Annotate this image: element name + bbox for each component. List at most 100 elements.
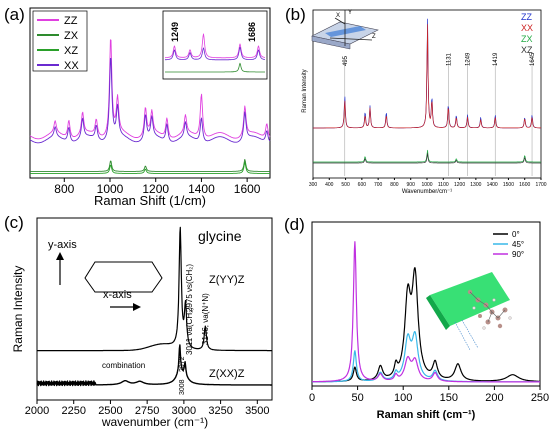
panel-c-ylabel: Raman Intensity bbox=[11, 266, 25, 353]
x-tick-label: 3500 bbox=[245, 405, 269, 417]
x-tick-label: 250 bbox=[531, 392, 549, 404]
panel-c-combination: combination bbox=[102, 361, 145, 370]
panel-a-x-ticks: 800 1000 1200 1400 1600 bbox=[54, 178, 261, 196]
panel-c-peak-2975: 2975 νs(CH₂) bbox=[185, 264, 194, 312]
panel-c-trace-bottom: Z(XX)Z bbox=[209, 368, 245, 380]
series-zz-line bbox=[29, 39, 271, 140]
series-0deg-line bbox=[311, 267, 541, 383]
panel-c-title: glycine bbox=[198, 228, 242, 244]
x-tick-label: 400 bbox=[325, 182, 334, 188]
x-tick-label: 3000 bbox=[172, 405, 196, 417]
x-tick-label: 2500 bbox=[98, 405, 122, 417]
panel-d-x-ticks: 0 50 100 150 200 250 bbox=[309, 386, 549, 404]
panel-c-y-axis-label: y-axis bbox=[48, 239, 77, 251]
panel-a-xlabel: Raman Shift (1/cm) bbox=[94, 193, 206, 208]
legend-label-zz: ZZ bbox=[64, 15, 78, 27]
x-tick-label: 100 bbox=[394, 392, 412, 404]
panel-c-x-axis-label: x-axis bbox=[103, 289, 132, 301]
panel-c-frame bbox=[36, 217, 273, 401]
panel-c-y-arrowhead bbox=[56, 252, 64, 260]
x-tick-label: 900 bbox=[407, 182, 416, 188]
panel-d-label: (d) bbox=[284, 215, 305, 234]
panel-d-plot-area bbox=[311, 241, 541, 383]
x-tick-label: 500 bbox=[341, 182, 350, 188]
series-zx-line bbox=[30, 158, 270, 172]
series-xx-line bbox=[313, 24, 541, 129]
x-tick-label: 2750 bbox=[135, 405, 159, 417]
panel-a-inset-label-1249: 1249 bbox=[170, 22, 180, 42]
panel-c-crystal-outline bbox=[84, 261, 163, 293]
legend-label-xx: XX bbox=[64, 60, 79, 72]
panel-d-crystal-image bbox=[426, 272, 512, 351]
panel-d: 0°45°90° 0 50 100 150 200 250 Raman shift (cm… bbox=[284, 215, 549, 421]
panel-c-peak-2972: 2972 bbox=[179, 356, 186, 372]
series-xz-line bbox=[30, 162, 270, 174]
panel-c-x-ticks: 2000 2250 2500 2750 3000 3250 3500 bbox=[25, 400, 270, 417]
panel-d-xlabel: Raman shift (cm⁻¹) bbox=[377, 409, 476, 421]
series-z-yy-z-line bbox=[36, 226, 273, 352]
series-inset-zx-line bbox=[165, 62, 265, 73]
legend-label-xz: XZ bbox=[64, 45, 78, 57]
panel-b-axis-y: Y bbox=[348, 10, 352, 16]
panel-c-peak-3146: 3146, νa(N⁺N) bbox=[201, 293, 210, 345]
x-tick-label: 150 bbox=[440, 392, 458, 404]
x-tick-label: 3250 bbox=[208, 405, 232, 417]
x-tick-label: 1200 bbox=[142, 182, 169, 196]
panel-a-inset-plot bbox=[164, 33, 266, 73]
x-tick-label: 300 bbox=[309, 182, 318, 188]
peak-label-1419: 1419 bbox=[493, 52, 499, 66]
panel-b-peak-labels: 495 1131 1249 1419 1645 bbox=[343, 52, 536, 66]
x-tick-label: 1100 bbox=[438, 182, 449, 188]
series-xx-line bbox=[29, 57, 271, 144]
panel-b-axis-z: Z bbox=[372, 34, 376, 40]
x-tick-label: 2000 bbox=[25, 405, 49, 417]
peak-label-1249: 1249 bbox=[466, 52, 472, 66]
series-xz-line bbox=[313, 153, 541, 164]
x-tick-label: 1400 bbox=[188, 182, 215, 196]
x-tick-label: 1200 bbox=[454, 182, 465, 188]
series-zx-line bbox=[313, 149, 541, 163]
panel-a-label: (a) bbox=[4, 5, 25, 24]
x-tick-label: 800 bbox=[54, 182, 74, 196]
legend-label-zx: ZX bbox=[64, 30, 79, 42]
panel-a-inset-label-1686: 1686 bbox=[247, 22, 257, 42]
panel-c-peak-3008: 3008 bbox=[179, 379, 186, 395]
panel-c-x-arrowhead bbox=[133, 303, 141, 311]
legend-label-zz: ZZ bbox=[521, 12, 532, 22]
x-tick-label: 0 bbox=[309, 392, 315, 404]
series-inset-zz-line bbox=[165, 33, 266, 59]
legend-label-0deg: 0° bbox=[512, 230, 520, 239]
panel-b-axis-x: X bbox=[336, 13, 340, 19]
panel-b-plot-area bbox=[313, 18, 541, 176]
x-tick-label: 1400 bbox=[487, 182, 498, 188]
panel-d-frame bbox=[311, 221, 541, 387]
peak-label-1131: 1131 bbox=[446, 52, 452, 66]
panel-c-label: (c) bbox=[4, 213, 24, 232]
x-tick-label: 1600 bbox=[234, 182, 261, 196]
x-tick-label: 1600 bbox=[519, 182, 530, 188]
panel-c: y-axis x-axis glycine Z(YY)Z Z(XX)Z comb… bbox=[4, 213, 273, 429]
panel-c-xlabel: wavenumber (cm⁻¹) bbox=[101, 415, 208, 429]
x-tick-label: 50 bbox=[351, 392, 363, 404]
x-tick-label: 1000 bbox=[421, 182, 432, 188]
peak-label-495: 495 bbox=[343, 55, 349, 66]
panel-b-label: (b) bbox=[285, 5, 306, 24]
x-tick-label: 1500 bbox=[503, 182, 514, 188]
panel-b-x-ticks: 300 400 500 600 700 800 900 1000 1100 1200 1300 140… bbox=[309, 178, 547, 188]
panel-c-plot-area bbox=[36, 226, 273, 387]
legend-label-xz: XZ bbox=[521, 45, 533, 55]
x-tick-label: 700 bbox=[374, 182, 383, 188]
panel-d-legend: 0°45°90° bbox=[493, 230, 524, 259]
series-z-xx-z-line bbox=[36, 344, 273, 387]
x-tick-label: 200 bbox=[485, 392, 503, 404]
legend-label-zx: ZX bbox=[521, 34, 533, 44]
x-tick-label: 2250 bbox=[61, 405, 85, 417]
x-tick-label: 1700 bbox=[535, 182, 546, 188]
x-tick-label: 1300 bbox=[470, 182, 481, 188]
panel-a: ZZ ZX XZ XX 1249 1686 800 1000 1200 1400 1600 R… bbox=[4, 5, 271, 208]
panel-b-xlabel: Wavenumber/cm⁻¹ bbox=[402, 189, 452, 195]
panel-c-peak-3011: 3011 νa(CH₂) bbox=[185, 307, 194, 355]
